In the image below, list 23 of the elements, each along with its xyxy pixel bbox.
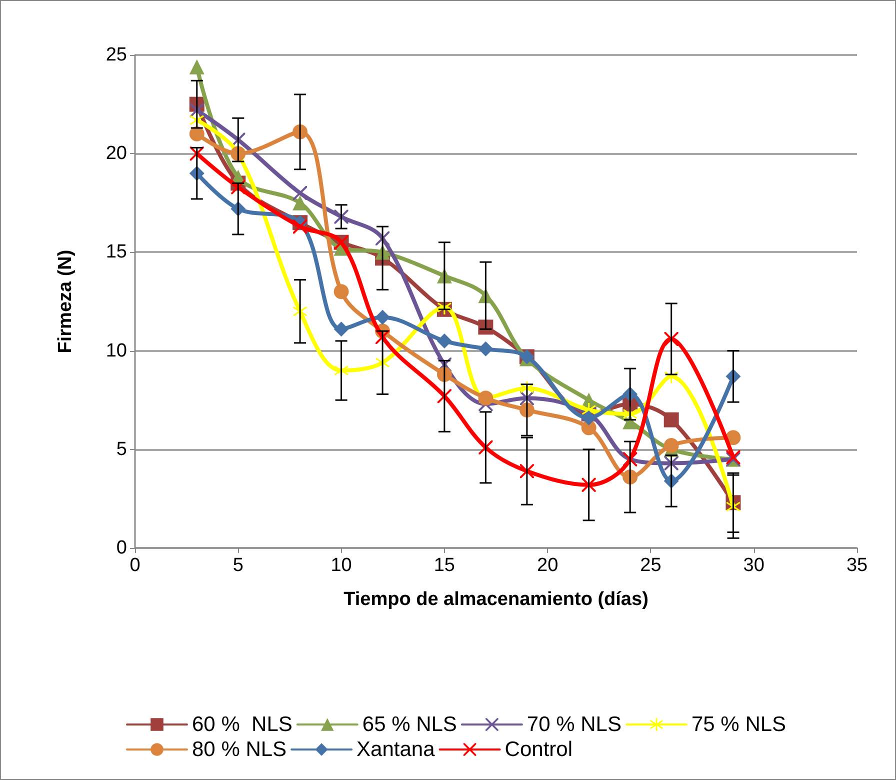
x-tick-label: 30 [743,555,764,576]
legend-label: Control [504,738,572,761]
y-tick-label: 10 [106,340,127,362]
y-tick-label: 25 [106,44,127,66]
x-axis-title: Tiempo de almacenamiento (días) [344,589,648,610]
x-tick-label: 10 [330,555,352,576]
y-tick-label: 5 [116,438,127,460]
x-tick-label: 0 [130,555,140,576]
x-tick-label: 20 [537,555,558,576]
y-tick-label: 0 [116,538,127,558]
legend-label: 60 % NLS [192,713,292,736]
y-axis-title: Firmeza (N) [55,250,76,354]
legend-label: 65 % NLS [362,713,457,736]
legend-label: Xantana [356,738,436,761]
y-tick-label: 15 [106,242,127,263]
x-tick-label: 25 [640,555,662,576]
x-tick-label: 35 [846,555,868,576]
legend-label: 80 % NLS [192,738,287,761]
legend-label: 70 % NLS [526,713,622,736]
x-tick-label: 5 [232,555,244,576]
legend-label: 75 % NLS [691,713,786,736]
y-tick-label: 20 [106,143,127,164]
x-tick-label: 15 [434,555,455,576]
